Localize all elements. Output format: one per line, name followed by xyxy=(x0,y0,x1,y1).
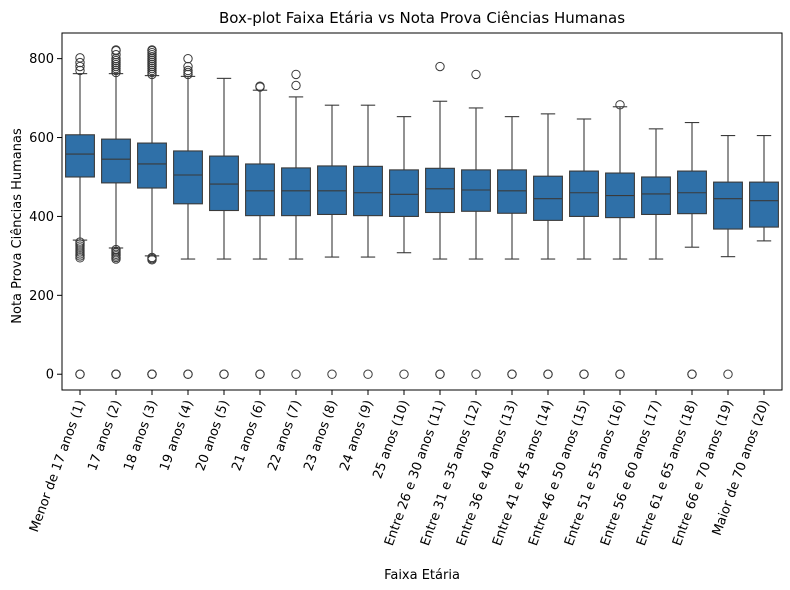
outlier-point xyxy=(183,65,193,76)
box-group xyxy=(353,104,383,379)
box-group xyxy=(209,77,239,379)
box-group xyxy=(533,113,563,379)
box-group xyxy=(425,61,455,379)
plot-area xyxy=(61,32,783,391)
box xyxy=(245,163,275,217)
box xyxy=(317,165,347,216)
outlier-point xyxy=(183,369,193,379)
y-tick-label: 600 xyxy=(29,131,54,146)
x-axis-label: Faixa Etária xyxy=(384,568,460,583)
outlier-point xyxy=(75,369,85,379)
outlier-point xyxy=(219,369,229,379)
box xyxy=(497,169,527,214)
box xyxy=(353,165,383,217)
box xyxy=(461,169,491,212)
outlier-point xyxy=(147,369,157,379)
outlier-point xyxy=(147,252,157,263)
box-group xyxy=(389,116,419,379)
outlier-point xyxy=(363,369,373,379)
y-axis: 0 200 400 600 800 xyxy=(29,52,62,383)
x-tick-label: 25 anos (10) xyxy=(370,398,412,481)
outlier-point xyxy=(435,369,445,379)
box-group xyxy=(173,53,203,379)
box-group xyxy=(605,100,635,379)
outlier-point xyxy=(291,369,301,379)
outlier-point xyxy=(471,69,481,80)
box xyxy=(749,181,779,228)
y-axis-label: Nota Prova Ciências Humanas xyxy=(10,128,25,324)
y-tick-label: 200 xyxy=(29,289,54,304)
x-tick-label: 18 anos (3) xyxy=(121,398,160,473)
outlier-point xyxy=(543,369,553,379)
box xyxy=(389,169,419,217)
box-group xyxy=(65,53,95,379)
outlier-point xyxy=(723,369,733,379)
outlier-point xyxy=(75,57,85,68)
outlier-point xyxy=(183,61,193,72)
outlier-point xyxy=(291,80,301,91)
outlier-point xyxy=(579,369,589,379)
y-tick-label: 400 xyxy=(29,210,54,225)
outlier-point xyxy=(75,65,85,76)
outlier-point xyxy=(507,369,517,379)
box xyxy=(281,167,311,217)
x-tick-label: 23 anos (8) xyxy=(301,398,340,473)
outlier-point xyxy=(399,369,409,379)
box xyxy=(209,155,239,212)
box-group xyxy=(713,135,743,379)
box-group xyxy=(137,45,167,379)
outlier-point xyxy=(183,53,193,64)
outlier-point xyxy=(147,45,157,55)
box-group xyxy=(569,118,599,379)
outlier-point xyxy=(111,45,121,55)
chart-title: Box-plot Faixa Etária vs Nota Prova Ciên… xyxy=(219,9,625,27)
outlier-point xyxy=(687,369,697,379)
plot-frame xyxy=(61,32,783,391)
x-tick-label: 20 anos (5) xyxy=(193,398,232,473)
box-group xyxy=(461,69,491,379)
x-tick-label: 24 anos (9) xyxy=(337,398,376,473)
outlier-point xyxy=(255,369,265,379)
y-tick-label: 800 xyxy=(29,52,54,67)
outlier-point xyxy=(327,369,337,379)
outlier-point xyxy=(291,69,301,80)
x-tick-label: Menor de 17 anos (1) xyxy=(27,398,89,534)
box-group xyxy=(281,69,311,379)
box xyxy=(713,181,743,230)
box-group xyxy=(245,81,275,379)
box xyxy=(65,134,95,178)
x-tick-label: 22 anos (7) xyxy=(265,398,304,473)
outlier-point xyxy=(435,61,445,72)
box-group xyxy=(317,104,347,379)
box xyxy=(569,170,599,217)
outlier-point xyxy=(615,369,625,379)
box xyxy=(641,176,671,216)
box xyxy=(173,150,203,205)
box-group xyxy=(677,121,707,379)
outlier-point xyxy=(111,244,121,255)
box xyxy=(137,142,167,189)
outlier-point xyxy=(255,81,265,91)
outlier-point xyxy=(75,53,85,63)
outlier-point xyxy=(75,237,85,247)
box-group xyxy=(101,45,131,379)
box xyxy=(425,167,455,214)
x-tick-label: 21 anos (6) xyxy=(229,398,268,473)
y-tick-label: 0 xyxy=(46,368,54,383)
outlier-point xyxy=(111,49,121,60)
outlier-point xyxy=(471,369,481,379)
x-tick-label: 17 anos (2) xyxy=(85,398,124,473)
box-group xyxy=(497,116,527,379)
outlier-point xyxy=(615,100,625,110)
x-axis: Menor de 17 anos (1)17 anos (2)18 anos (… xyxy=(27,390,773,548)
x-tick-label: 19 anos (4) xyxy=(157,398,196,473)
outlier-point xyxy=(111,369,121,379)
box-group xyxy=(749,135,779,242)
box-group xyxy=(641,128,671,260)
box xyxy=(101,138,131,184)
